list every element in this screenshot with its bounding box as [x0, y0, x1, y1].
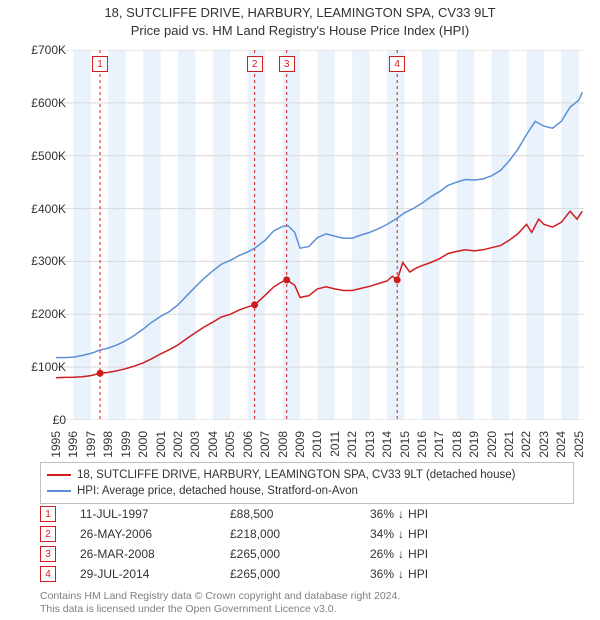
down-arrow-icon: ↓ [398, 527, 404, 541]
sales-price: £218,000 [230, 527, 370, 541]
y-tick-label: £500K [6, 149, 66, 163]
sales-marker: 4 [40, 566, 56, 582]
event-marker: 1 [92, 56, 108, 72]
sales-row: 3 26-MAR-2008£265,00026%↓HPI [40, 544, 560, 564]
legend-swatch [47, 490, 71, 492]
legend-swatch [47, 474, 71, 476]
y-tick-label: £700K [6, 43, 66, 57]
y-tick-label: £600K [6, 96, 66, 110]
footer-line-1: Contains HM Land Registry data © Crown c… [40, 590, 560, 603]
legend-label: 18, SUTCLIFFE DRIVE, HARBURY, LEAMINGTON… [77, 467, 515, 483]
chart-container: 18, SUTCLIFFE DRIVE, HARBURY, LEAMINGTON… [0, 0, 600, 620]
title-line-1: 18, SUTCLIFFE DRIVE, HARBURY, LEAMINGTON… [0, 4, 600, 22]
sales-row: 4 29-JUL-2014£265,00036%↓HPI [40, 564, 560, 584]
sales-marker: 1 [40, 506, 56, 522]
legend-label: HPI: Average price, detached house, Stra… [77, 483, 358, 499]
y-tick-label: £0 [6, 413, 66, 427]
sales-diff: 36%↓HPI [370, 507, 530, 521]
sales-diff: 34%↓HPI [370, 527, 530, 541]
sales-table: 111-JUL-1997£88,50036%↓HPI226-MAY-2006£2… [40, 504, 560, 584]
legend: 18, SUTCLIFFE DRIVE, HARBURY, LEAMINGTON… [40, 462, 574, 504]
y-tick-label: £400K [6, 202, 66, 216]
sales-price: £265,000 [230, 567, 370, 581]
title-line-2: Price paid vs. HM Land Registry's House … [0, 22, 600, 40]
plot-area [56, 50, 584, 420]
sales-marker: 2 [40, 526, 56, 542]
chart-titles: 18, SUTCLIFFE DRIVE, HARBURY, LEAMINGTON… [0, 0, 600, 40]
sales-diff: 26%↓HPI [370, 547, 530, 561]
event-marker: 2 [247, 56, 263, 72]
event-marker: 4 [389, 56, 405, 72]
footer-line-2: This data is licensed under the Open Gov… [40, 603, 560, 616]
sales-marker: 3 [40, 546, 56, 562]
sales-row: 2 26-MAY-2006£218,00034%↓HPI [40, 524, 560, 544]
legend-item: 18, SUTCLIFFE DRIVE, HARBURY, LEAMINGTON… [47, 467, 567, 483]
down-arrow-icon: ↓ [398, 507, 404, 521]
y-tick-label: £300K [6, 254, 66, 268]
sales-date: 26-MAR-2008 [80, 547, 230, 561]
plot-svg [56, 50, 584, 420]
sales-row: 1 11-JUL-1997£88,50036%↓HPI [40, 504, 560, 524]
y-tick-label: £200K [6, 307, 66, 321]
down-arrow-icon: ↓ [398, 547, 404, 561]
sales-diff: 36%↓HPI [370, 567, 530, 581]
sales-date: 26-MAY-2006 [80, 527, 230, 541]
sales-date: 11-JUL-1997 [80, 507, 230, 521]
y-tick-label: £100K [6, 360, 66, 374]
sales-price: £88,500 [230, 507, 370, 521]
down-arrow-icon: ↓ [398, 567, 404, 581]
legend-item: HPI: Average price, detached house, Stra… [47, 483, 567, 499]
sales-price: £265,000 [230, 547, 370, 561]
event-marker: 3 [279, 56, 295, 72]
footer-attribution: Contains HM Land Registry data © Crown c… [40, 590, 560, 616]
sales-date: 29-JUL-2014 [80, 567, 230, 581]
